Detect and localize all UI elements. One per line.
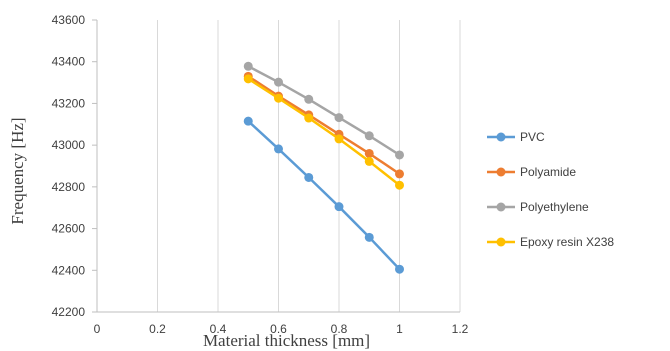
legend: PVC Polyamide Polyethylene Epoxy resin X238	[487, 130, 614, 249]
data-point	[304, 113, 314, 123]
legend-label: Epoxy resin X238	[520, 235, 614, 249]
data-point	[395, 180, 404, 190]
data-point	[334, 134, 344, 144]
data-point	[274, 77, 283, 87]
data-point	[243, 61, 253, 71]
data-point	[243, 74, 253, 84]
x-tick-label: 0	[94, 322, 101, 336]
series-epoxy-resin-x238	[243, 74, 404, 190]
series-lines	[243, 61, 404, 274]
data-point	[364, 156, 374, 166]
legend-swatch-marker	[496, 202, 506, 212]
legend-swatch-marker	[496, 167, 506, 177]
x-tick-label: 1	[396, 322, 403, 336]
x-axis-title: Material thickness [mm]	[203, 331, 370, 350]
x-tick-label: 1.2	[452, 322, 469, 336]
data-point	[304, 172, 314, 182]
series-line	[247, 75, 401, 175]
y-tick-label: 43000	[52, 138, 86, 152]
data-point	[364, 232, 374, 242]
axes	[92, 19, 460, 313]
y-tick-label: 42800	[52, 180, 86, 194]
y-axis-title: Frequency [Hz]	[8, 117, 27, 224]
x-tick-label: 0.6	[270, 322, 287, 336]
series-pvc	[243, 116, 404, 274]
y-tick-label: 42400	[52, 263, 86, 277]
data-point	[395, 150, 404, 160]
x-tick-label: 0.4	[210, 322, 227, 336]
legend-item: Polyethylene	[487, 200, 589, 214]
legend-swatch-marker	[496, 132, 506, 142]
data-point	[274, 93, 283, 103]
y-tick-labels: 42200 42400 42600 42800 43000 43200 43400 43600	[52, 13, 86, 319]
data-point	[243, 116, 253, 126]
y-tick-label: 42600	[52, 222, 86, 236]
series-line	[247, 65, 401, 156]
y-tick-label: 43200	[52, 96, 86, 110]
gridlines	[157, 20, 461, 312]
data-point	[334, 113, 344, 123]
x-tick-label: 0.8	[331, 322, 348, 336]
x-tick-labels: 0 0.2 0.4 0.6 0.8 1 1.2	[94, 322, 469, 336]
legend-label: PVC	[520, 130, 545, 144]
data-point	[304, 94, 314, 104]
series-polyethylene	[243, 61, 404, 160]
legend-item: Epoxy resin X238	[487, 235, 614, 249]
data-point	[364, 148, 374, 158]
y-tick-label: 43600	[52, 13, 86, 27]
legend-label: Polyamide	[520, 165, 576, 179]
data-point	[364, 131, 374, 141]
data-point	[274, 144, 283, 154]
series-line	[247, 120, 401, 271]
legend-item: Polyamide	[487, 165, 576, 179]
y-tick-label: 42200	[52, 305, 86, 319]
data-point	[395, 169, 404, 179]
y-tick-label: 43400	[52, 55, 86, 69]
x-tick-label: 0.2	[149, 322, 166, 336]
data-point	[395, 264, 404, 274]
series-polyamide	[243, 71, 404, 179]
legend-swatch-marker	[496, 237, 506, 247]
series-line	[247, 77, 401, 187]
legend-label: Polyethylene	[520, 200, 589, 214]
data-point	[334, 202, 344, 212]
legend-item: PVC	[487, 130, 545, 144]
